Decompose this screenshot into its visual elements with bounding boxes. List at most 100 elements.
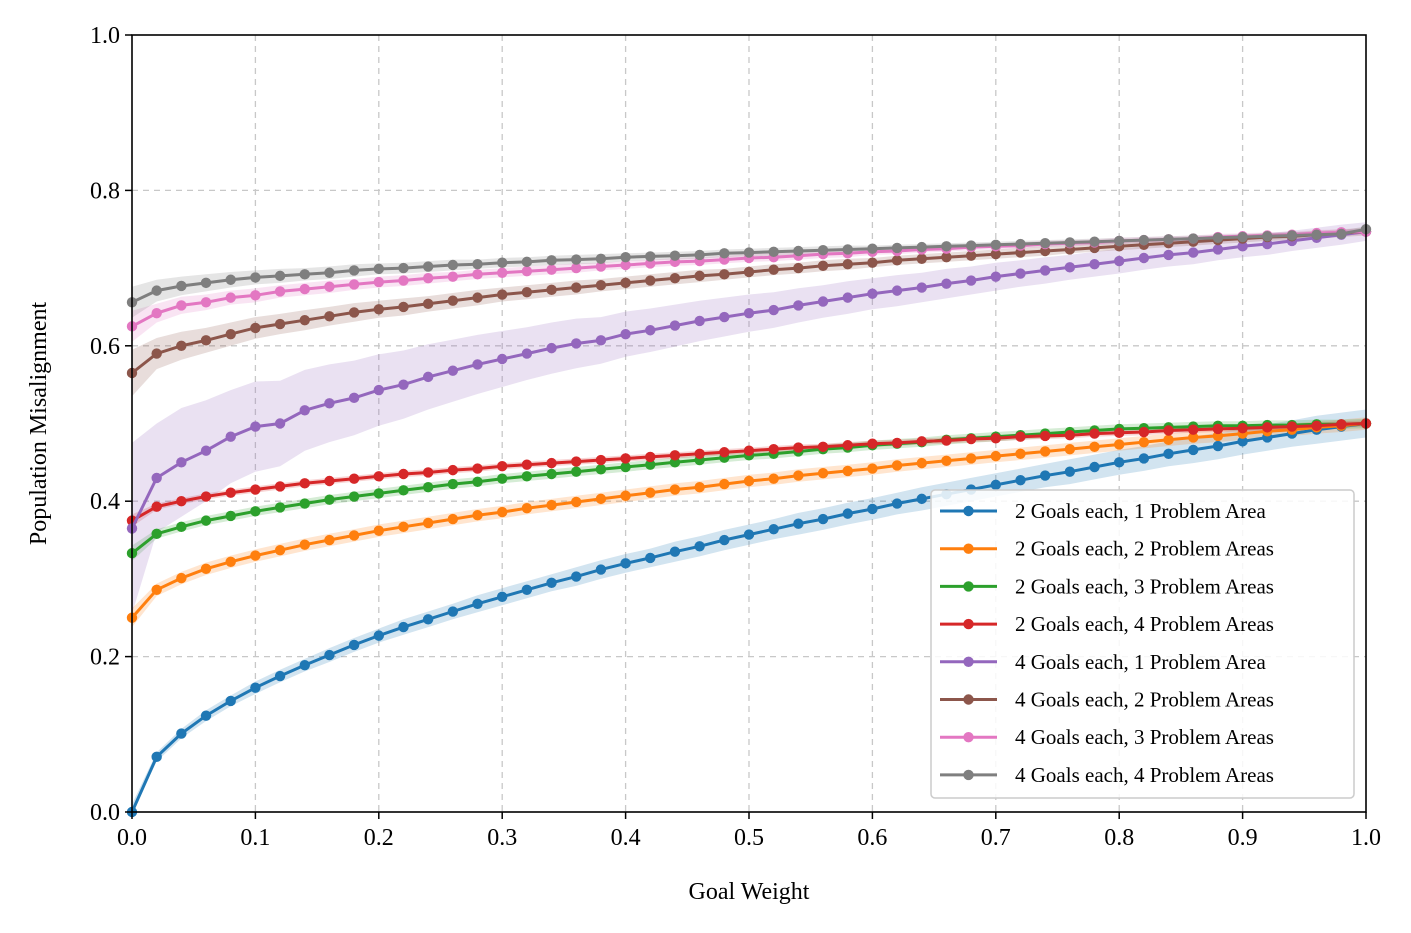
x-tick-label: 0.2 — [364, 825, 394, 851]
data-point — [1212, 244, 1224, 255]
data-point — [891, 498, 903, 509]
data-point — [595, 261, 607, 272]
data-point — [867, 438, 878, 449]
data-point — [447, 271, 459, 282]
data-point — [447, 606, 459, 617]
data-point — [299, 659, 310, 671]
data-point — [817, 260, 829, 271]
legend-label: 2 Goals each, 2 Problem Areas — [1015, 537, 1274, 561]
data-point — [422, 273, 434, 284]
data-point — [719, 478, 730, 490]
data-point — [1237, 422, 1248, 434]
data-point — [571, 466, 582, 477]
data-point — [497, 591, 508, 602]
data-point — [299, 314, 310, 326]
data-point — [274, 318, 286, 330]
data-point — [299, 269, 310, 280]
data-point — [151, 584, 162, 595]
x-tick-label: 0.8 — [1104, 825, 1134, 851]
data-point — [274, 670, 286, 682]
data-point — [571, 282, 582, 293]
data-point — [472, 259, 483, 270]
y-tick-label: 0.6 — [90, 334, 120, 360]
series-band — [132, 222, 1366, 614]
data-point — [990, 450, 1001, 462]
data-point — [1163, 234, 1174, 245]
data-point — [793, 518, 804, 529]
data-point — [373, 384, 384, 396]
data-point — [200, 563, 212, 574]
data-point — [1237, 436, 1248, 447]
legend: 2 Goals each, 1 Problem Area 2 Goals each… — [930, 489, 1355, 799]
data-point — [1188, 444, 1199, 456]
data-point — [1114, 439, 1125, 450]
data-point — [324, 311, 335, 322]
legend-item: 2 Goals each, 4 Problem Areas — [940, 612, 1274, 636]
data-point — [1188, 247, 1199, 258]
data-point — [546, 499, 557, 511]
data-point — [521, 459, 533, 470]
series-band — [132, 409, 1366, 812]
data-point — [348, 392, 360, 404]
data-point — [669, 320, 681, 331]
data-point — [1336, 419, 1347, 430]
data-point — [274, 286, 286, 297]
data-point — [447, 259, 459, 271]
legend-item: 2 Goals each, 3 Problem Areas — [940, 574, 1274, 598]
data-point — [645, 275, 656, 286]
data-point — [200, 710, 212, 721]
data-point — [768, 246, 779, 257]
data-point — [225, 487, 236, 498]
data-point — [348, 473, 360, 484]
data-point — [1114, 427, 1125, 439]
data-point — [1039, 430, 1051, 442]
data-point — [620, 277, 631, 289]
data-point — [719, 311, 730, 323]
data-point — [1262, 422, 1273, 433]
data-point — [891, 437, 903, 449]
data-point — [891, 242, 903, 254]
data-point — [176, 572, 187, 584]
data-point — [373, 525, 384, 536]
data-point — [990, 248, 1001, 260]
data-point — [743, 307, 755, 319]
data-point — [422, 261, 434, 272]
data-point — [200, 297, 212, 308]
data-point — [867, 288, 878, 299]
data-point — [842, 465, 853, 477]
data-point — [176, 728, 187, 739]
data-point — [299, 283, 310, 295]
data-point — [941, 435, 952, 446]
data-point — [1015, 431, 1026, 442]
data-point — [176, 340, 187, 351]
data-point — [793, 442, 804, 453]
data-point — [743, 529, 755, 540]
data-point — [250, 290, 261, 301]
data-point — [373, 304, 384, 315]
data-point — [1089, 236, 1100, 247]
data-point — [1089, 441, 1100, 453]
data-point — [250, 421, 261, 432]
legend-swatch-marker — [963, 732, 974, 743]
y-tick-label: 0.0 — [90, 800, 120, 826]
data-point — [497, 257, 508, 268]
data-point — [472, 509, 483, 521]
data-point — [521, 584, 533, 595]
data-point — [620, 453, 631, 464]
series-lines — [126, 224, 1372, 818]
data-point — [1188, 424, 1199, 435]
data-point — [891, 460, 903, 471]
data-point — [645, 552, 656, 564]
data-point — [472, 463, 483, 474]
legend-swatch-marker — [963, 543, 974, 554]
data-point — [842, 259, 853, 270]
data-point — [497, 473, 508, 484]
data-point — [151, 751, 162, 763]
data-point — [571, 254, 582, 265]
data-point — [743, 266, 755, 278]
data-point — [1138, 426, 1150, 438]
data-point — [250, 506, 261, 517]
series-5 — [126, 226, 1372, 534]
x-tick-label: 0.9 — [1228, 825, 1258, 851]
data-point — [891, 255, 903, 266]
